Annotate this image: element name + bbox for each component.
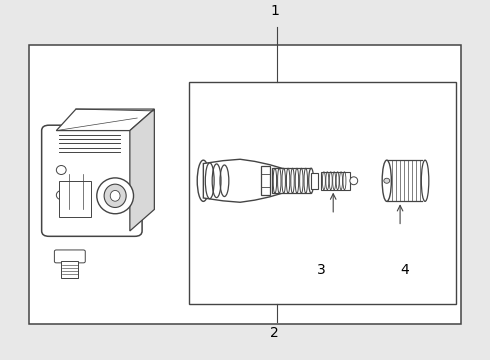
Ellipse shape — [104, 184, 126, 207]
Ellipse shape — [309, 168, 314, 193]
Polygon shape — [56, 109, 154, 131]
Text: 3: 3 — [317, 263, 325, 277]
Text: 2: 2 — [270, 326, 279, 340]
Ellipse shape — [197, 160, 210, 201]
Bar — [383, 160, 417, 201]
Bar — [189, 82, 456, 305]
Bar — [321, 172, 350, 190]
Text: 4: 4 — [400, 263, 409, 277]
FancyBboxPatch shape — [42, 125, 142, 236]
Polygon shape — [130, 109, 154, 231]
Ellipse shape — [382, 160, 392, 201]
Ellipse shape — [110, 190, 120, 201]
FancyBboxPatch shape — [54, 250, 85, 263]
Polygon shape — [203, 159, 296, 202]
Ellipse shape — [97, 178, 133, 214]
Ellipse shape — [56, 166, 66, 175]
Ellipse shape — [384, 178, 390, 183]
Ellipse shape — [421, 160, 429, 201]
Bar — [59, 181, 92, 217]
Bar — [311, 173, 318, 189]
Bar — [29, 45, 461, 324]
Bar — [61, 261, 78, 278]
Ellipse shape — [56, 191, 66, 199]
Bar — [272, 168, 311, 193]
Bar — [261, 166, 270, 195]
Text: 1: 1 — [270, 4, 279, 18]
Ellipse shape — [350, 177, 358, 185]
